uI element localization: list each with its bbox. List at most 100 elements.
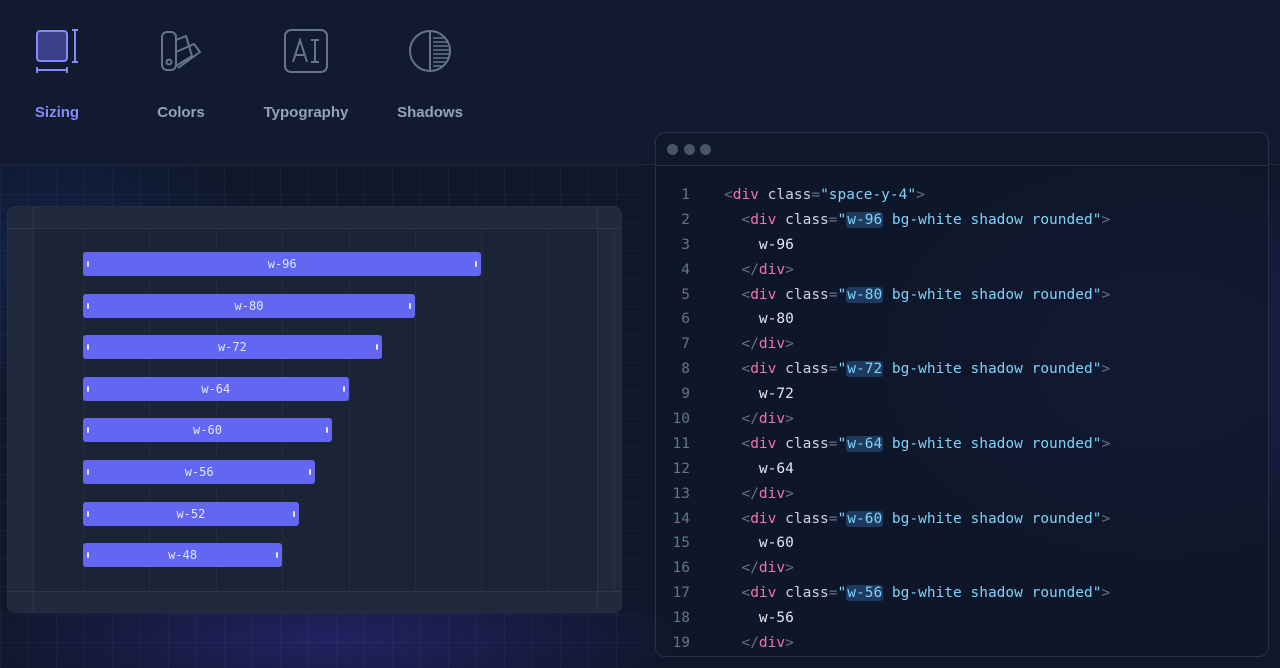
width-bar: w-56 (83, 460, 316, 484)
tab-sizing[interactable]: Sizing (0, 28, 119, 121)
width-bar: w-52 (83, 501, 299, 526)
width-bar: w-80 (83, 293, 415, 318)
code-line: 6 w-80 (656, 307, 1268, 332)
code-text: <div class="w-56 bg-white shadow rounded… (724, 581, 1110, 606)
code-string: " (837, 361, 847, 378)
code-punctuation: </ (724, 635, 759, 652)
code-text: w-56 (724, 606, 794, 631)
line-number: 17 (672, 585, 690, 602)
code-tag: div (758, 336, 786, 353)
tab-typography[interactable]: Typography (244, 28, 368, 121)
bar-handle (87, 552, 89, 559)
code-text: </div> (724, 258, 793, 283)
tab-shadows[interactable]: Shadows (368, 28, 492, 121)
code-string: " (837, 211, 847, 228)
code-string: "space-y-4" (820, 187, 917, 203)
tab-colors[interactable]: Colors (119, 28, 243, 121)
width-bar: w-48 (83, 543, 283, 568)
code-line: 17 <div class="w-56 bg-white shadow roun… (656, 581, 1268, 606)
width-bar: w-60 (83, 418, 332, 443)
code-string: bg-white shadow rounded" (883, 585, 1102, 602)
code-highlight: w-96 (846, 211, 884, 228)
bar-handle (276, 552, 279, 559)
bar-handle (309, 469, 312, 475)
code-punctuation: > (1101, 361, 1111, 378)
code-tag: div (732, 187, 759, 203)
bar-label: w-48 (168, 548, 198, 563)
code-text: w-80 (724, 307, 794, 332)
preview-guide-line (8, 591, 621, 592)
grid-column-line (415, 228, 416, 591)
code-line: 2 <div class="w-96 bg-white shadow round… (656, 208, 1268, 233)
line-number: 16 (672, 560, 690, 577)
code-line: 16 </div> (656, 556, 1268, 581)
code-string: " (837, 585, 847, 602)
preview-edge-left (8, 207, 33, 612)
code-text: <div class="w-80 bg-white shadow rounded… (724, 283, 1110, 308)
line-number: 12 (672, 460, 690, 477)
preview-edge-right (597, 207, 621, 612)
code-text: w-60 (724, 531, 794, 556)
code-punctuation: = (828, 510, 838, 527)
code-punctuation: > (916, 187, 925, 203)
line-number: 18 (672, 610, 690, 627)
line-number: 14 (672, 510, 690, 527)
code-highlight: w-72 (846, 361, 884, 378)
code-line: 9 w-72 (656, 382, 1268, 407)
code-line: 14 <div class="w-60 bg-white shadow roun… (656, 507, 1268, 532)
code-string: bg-white shadow rounded" (883, 361, 1102, 378)
line-number: 4 (681, 261, 690, 278)
code-text: <div class="w-96 bg-white shadow rounded… (724, 208, 1110, 233)
code-tag: div (750, 585, 777, 602)
grid-column-line (614, 228, 616, 591)
code-attr: class (776, 211, 829, 228)
sizing-preview-panel: w-96 w-80 w-72 w-64 w-60 w-56 w-52 w-48 (7, 206, 622, 613)
code-text: </div> (724, 407, 794, 432)
code-punctuation: < (724, 361, 751, 378)
code-punctuation: > (785, 411, 794, 428)
line-number: 5 (681, 286, 690, 303)
bar-handle (87, 427, 89, 434)
code-text: <div class="w-64 bg-white shadow rounded… (724, 432, 1110, 457)
line-number: 11 (672, 435, 690, 452)
window-dot (667, 144, 678, 155)
grid-column-line (348, 228, 350, 591)
bar-handle (87, 261, 89, 267)
bar-handle (87, 510, 89, 517)
code-string: bg-white shadow rounded" (883, 435, 1102, 452)
preview-guide-line (597, 207, 598, 612)
code-line: 12 w-64 (656, 457, 1268, 482)
code-string: " (837, 286, 847, 303)
typography-icon (284, 29, 328, 73)
code-highlight: w-80 (846, 286, 884, 303)
bar-handle (375, 344, 378, 351)
line-number: 7 (681, 336, 690, 353)
code-line: 18 w-56 (656, 606, 1268, 631)
code-punctuation: </ (724, 560, 759, 577)
code-line: 19 </div> (656, 631, 1268, 656)
code-punctuation: = (811, 187, 821, 203)
code-text: </div> (724, 556, 793, 581)
bar-label: w-96 (267, 257, 297, 271)
code-punctuation: </ (724, 336, 759, 353)
line-number: 19 (672, 635, 690, 652)
width-bar: w-96 (83, 252, 482, 276)
code-tag: div (750, 361, 777, 378)
code-punctuation: </ (724, 485, 759, 502)
code-tag: div (750, 211, 777, 228)
bar-label: w-72 (217, 340, 247, 355)
code-text: w-64 (724, 457, 794, 482)
code-line: 4 </div> (656, 258, 1268, 283)
code-content: w-56 (724, 610, 794, 627)
sizing-icon (36, 29, 78, 73)
code-punctuation: = (828, 286, 838, 303)
code-content: w-60 (724, 535, 794, 552)
tab-label: Colors (157, 104, 205, 121)
code-line: 7 </div> (656, 332, 1268, 357)
code-punctuation: > (785, 485, 794, 502)
code-punctuation: > (1101, 211, 1111, 228)
code-content: w-64 (724, 460, 794, 477)
code-text: <div class="w-72 bg-white shadow rounded… (724, 357, 1110, 382)
code-tag: div (758, 411, 786, 428)
code-punctuation: = (828, 585, 838, 602)
